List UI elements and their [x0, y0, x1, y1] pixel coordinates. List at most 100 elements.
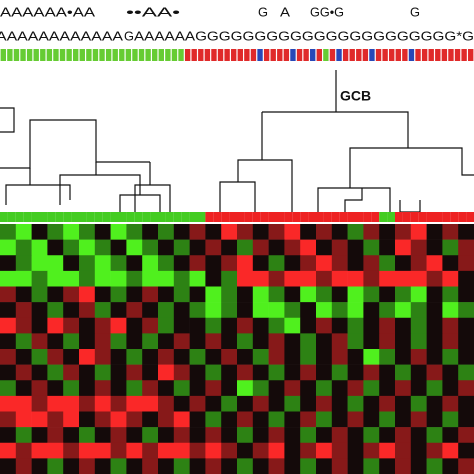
heatmap-cell	[142, 224, 159, 240]
heatmap-cell	[363, 458, 380, 474]
heatmap-cell	[268, 411, 285, 428]
heatmap-cell	[458, 411, 474, 428]
heatmap-cell	[347, 458, 364, 474]
class-cell	[231, 49, 237, 61]
heatmap-cell	[0, 286, 17, 303]
class-label: GG•G	[310, 4, 344, 19]
heatmap-cell	[110, 349, 127, 365]
heatmap-cell	[268, 302, 285, 319]
heatmap-cell	[363, 333, 380, 350]
class-cell	[468, 49, 474, 61]
heatmap-cell	[268, 333, 285, 350]
heatmap-cell	[189, 302, 206, 319]
heatmap-cell	[79, 442, 96, 459]
class-cell	[53, 49, 59, 61]
heatmap-cell	[205, 380, 222, 397]
class-strip	[39, 212, 48, 222]
class-cell	[59, 49, 66, 61]
heatmap-cell	[63, 255, 80, 272]
heatmap-cell	[300, 411, 317, 428]
class-strip	[316, 212, 324, 222]
class-strip	[331, 212, 340, 222]
heatmap-cell	[347, 364, 364, 381]
heatmap-cell	[347, 333, 364, 350]
heatmap-cell	[173, 239, 190, 256]
class-strip	[189, 212, 198, 222]
heatmap-cell	[284, 411, 301, 428]
heatmap-cell	[0, 239, 17, 256]
heatmap-cell	[237, 380, 254, 397]
class-cell	[224, 49, 230, 61]
heatmap-cell	[284, 333, 301, 350]
heatmap-cell	[158, 224, 175, 240]
heatmap-cell	[331, 411, 348, 428]
heatmap-cell	[395, 427, 412, 444]
heatmap-cell	[110, 239, 127, 256]
class-strip	[308, 212, 316, 222]
heatmap-cell	[379, 270, 396, 287]
heatmap-cell	[221, 302, 238, 319]
heatmap-cell	[316, 302, 333, 319]
heatmap-cell	[63, 333, 80, 350]
heatmap-cell	[158, 395, 175, 412]
class-cell	[421, 49, 428, 61]
heatmap-cell	[395, 224, 412, 240]
heatmap-cell	[237, 442, 254, 459]
class-strip	[0, 212, 8, 222]
heatmap-cell	[126, 286, 143, 303]
heatmap-cell	[442, 411, 459, 428]
class-strip	[197, 212, 206, 222]
heatmap-cell	[158, 380, 175, 397]
heatmap-cell	[268, 270, 285, 287]
heatmap-cell	[331, 317, 348, 334]
class-cell	[329, 49, 336, 61]
heatmap-cell	[126, 270, 143, 287]
class-label: AAAAAAAAAAAA	[0, 28, 123, 43]
heatmap-cell	[110, 317, 127, 334]
heatmap-cell	[395, 411, 412, 428]
heatmap-cell	[252, 395, 269, 412]
heatmap-cell	[316, 286, 333, 303]
heatmap-cell	[442, 317, 459, 334]
class-cell	[171, 49, 178, 61]
heatmap-cell	[363, 427, 380, 444]
heatmap-cell	[142, 427, 159, 444]
heatmap-cell	[252, 255, 269, 272]
class-cell	[415, 49, 421, 61]
heatmap-cell	[442, 442, 459, 459]
class-strip	[458, 212, 467, 222]
heatmap-cell	[379, 224, 396, 240]
heatmap-cell	[284, 427, 301, 444]
class-strip	[158, 212, 166, 222]
heatmap-cell	[237, 239, 254, 256]
class-cell	[92, 49, 99, 61]
heatmap-cell	[331, 239, 348, 256]
heatmap-cell	[63, 224, 80, 240]
heatmap-cell	[347, 270, 364, 287]
heatmap-cell	[458, 224, 474, 240]
heatmap-cell	[268, 442, 285, 459]
class-cell	[283, 49, 290, 61]
class-label: AAAAAA•AA	[0, 4, 95, 19]
heatmap-cell	[410, 458, 427, 474]
class-strip	[213, 212, 222, 222]
heatmap-cell	[173, 364, 190, 381]
class-strip	[7, 212, 16, 222]
class-strip	[205, 212, 214, 222]
heatmap-cell	[363, 364, 380, 381]
class-strip	[181, 212, 190, 222]
class-strip	[79, 212, 87, 222]
heatmap-cell	[284, 224, 301, 240]
heatmap-cell	[63, 270, 80, 287]
heatmap-cell	[442, 427, 459, 444]
heatmap-cell	[221, 317, 238, 334]
heatmap-cell	[426, 427, 443, 444]
heatmap-cell	[173, 270, 190, 287]
heatmap-cell	[47, 333, 64, 350]
class-cell	[184, 49, 191, 61]
class-cell	[277, 49, 283, 61]
heatmap-cell	[47, 224, 64, 240]
class-label: G	[410, 4, 420, 19]
heatmap-cell	[110, 395, 127, 412]
heatmap-cell	[63, 349, 80, 365]
